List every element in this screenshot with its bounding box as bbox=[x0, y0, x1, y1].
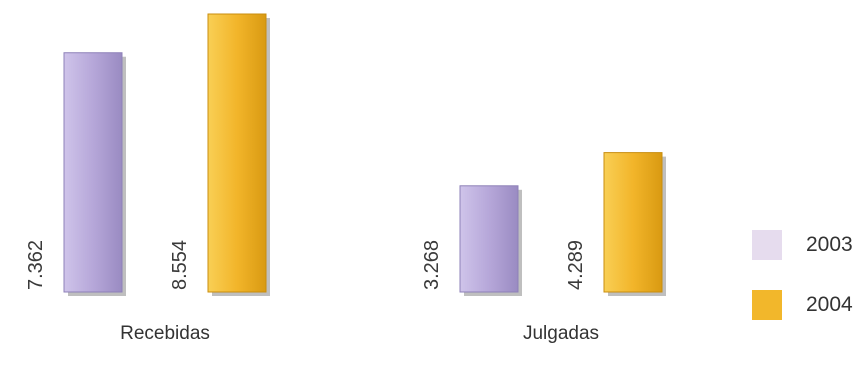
legend-label-2003: 2003 bbox=[806, 233, 853, 256]
category-labels: Recebidas Julgadas bbox=[120, 323, 599, 344]
legend-swatch-2003 bbox=[752, 230, 782, 260]
bar-julgadas-2004 bbox=[603, 152, 663, 293]
bar-recebidas-2004 bbox=[207, 13, 267, 293]
bar-recebidas-2003 bbox=[63, 52, 123, 293]
value-label-julgadas-2003: 3.268 bbox=[421, 240, 443, 290]
bar-julgadas-2003 bbox=[459, 185, 519, 293]
legend-item-2003: 2003 bbox=[752, 230, 853, 260]
value-label-julgadas-2004: 4.289 bbox=[565, 240, 587, 290]
bars-group: 7.362 8.554 3.268 4.289 bbox=[25, 13, 666, 296]
legend-item-2004: 2004 bbox=[752, 290, 853, 320]
value-label-recebidas-2003: 7.362 bbox=[25, 240, 47, 290]
value-label-recebidas-2004: 8.554 bbox=[169, 240, 191, 290]
legend-swatch-2004 bbox=[752, 290, 782, 320]
category-label-recebidas: Recebidas bbox=[120, 323, 210, 344]
category-label-julgadas: Julgadas bbox=[523, 323, 599, 344]
legend-label-2004: 2004 bbox=[806, 293, 853, 316]
